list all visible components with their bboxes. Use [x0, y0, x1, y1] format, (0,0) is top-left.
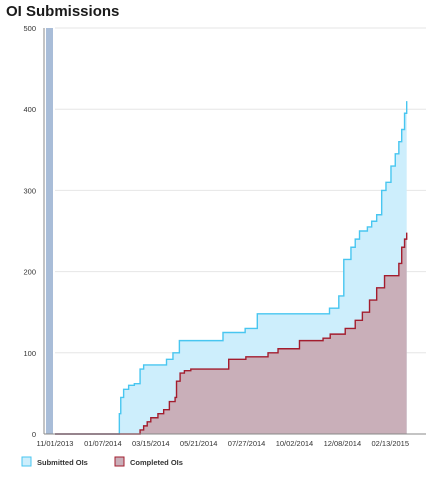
completed-ois-line: [55, 232, 408, 435]
y-tick-label: 500: [23, 24, 36, 33]
y-tick-label: 400: [23, 105, 36, 114]
series-areas: [55, 101, 408, 435]
completed-ois-area: [55, 232, 407, 434]
x-tick-label: 03/15/2014: [132, 439, 170, 448]
x-tick-label: 05/21/2014: [180, 439, 218, 448]
x-tick-labels: 11/01/2013 01/07/2014 03/15/2014 05/21/2014…: [37, 439, 410, 448]
chart-title: OI Submissions: [6, 3, 120, 20]
submitted-ois-legend-swatch: [21, 456, 32, 467]
submitted-ois-legend-label: Submitted OIs: [37, 458, 88, 467]
submitted-ois-line: [55, 101, 408, 435]
legend: Submitted OIs Completed OIs: [21, 456, 183, 467]
x-tick-label: 01/07/2014: [84, 439, 122, 448]
x-tick-label: 12/08/2014: [324, 439, 362, 448]
x-tick-label: 11/01/2013: [37, 439, 74, 448]
x-tick-label: 07/27/2014: [228, 439, 266, 448]
y-tick-label: 200: [23, 268, 36, 277]
y-tick-label: 300: [23, 186, 36, 195]
completed-ois-legend-swatch: [114, 456, 125, 467]
y-tick-labels: 0 100 200 300 400 500: [23, 24, 36, 439]
y-tick-label: 100: [23, 349, 36, 358]
x-tick-label: 10/02/2014: [276, 439, 314, 448]
y-axis-band: [46, 28, 53, 434]
completed-ois-legend-label: Completed OIs: [130, 458, 183, 467]
y-tick-label: 0: [32, 430, 36, 439]
x-tick-label: 02/13/2015: [371, 439, 409, 448]
